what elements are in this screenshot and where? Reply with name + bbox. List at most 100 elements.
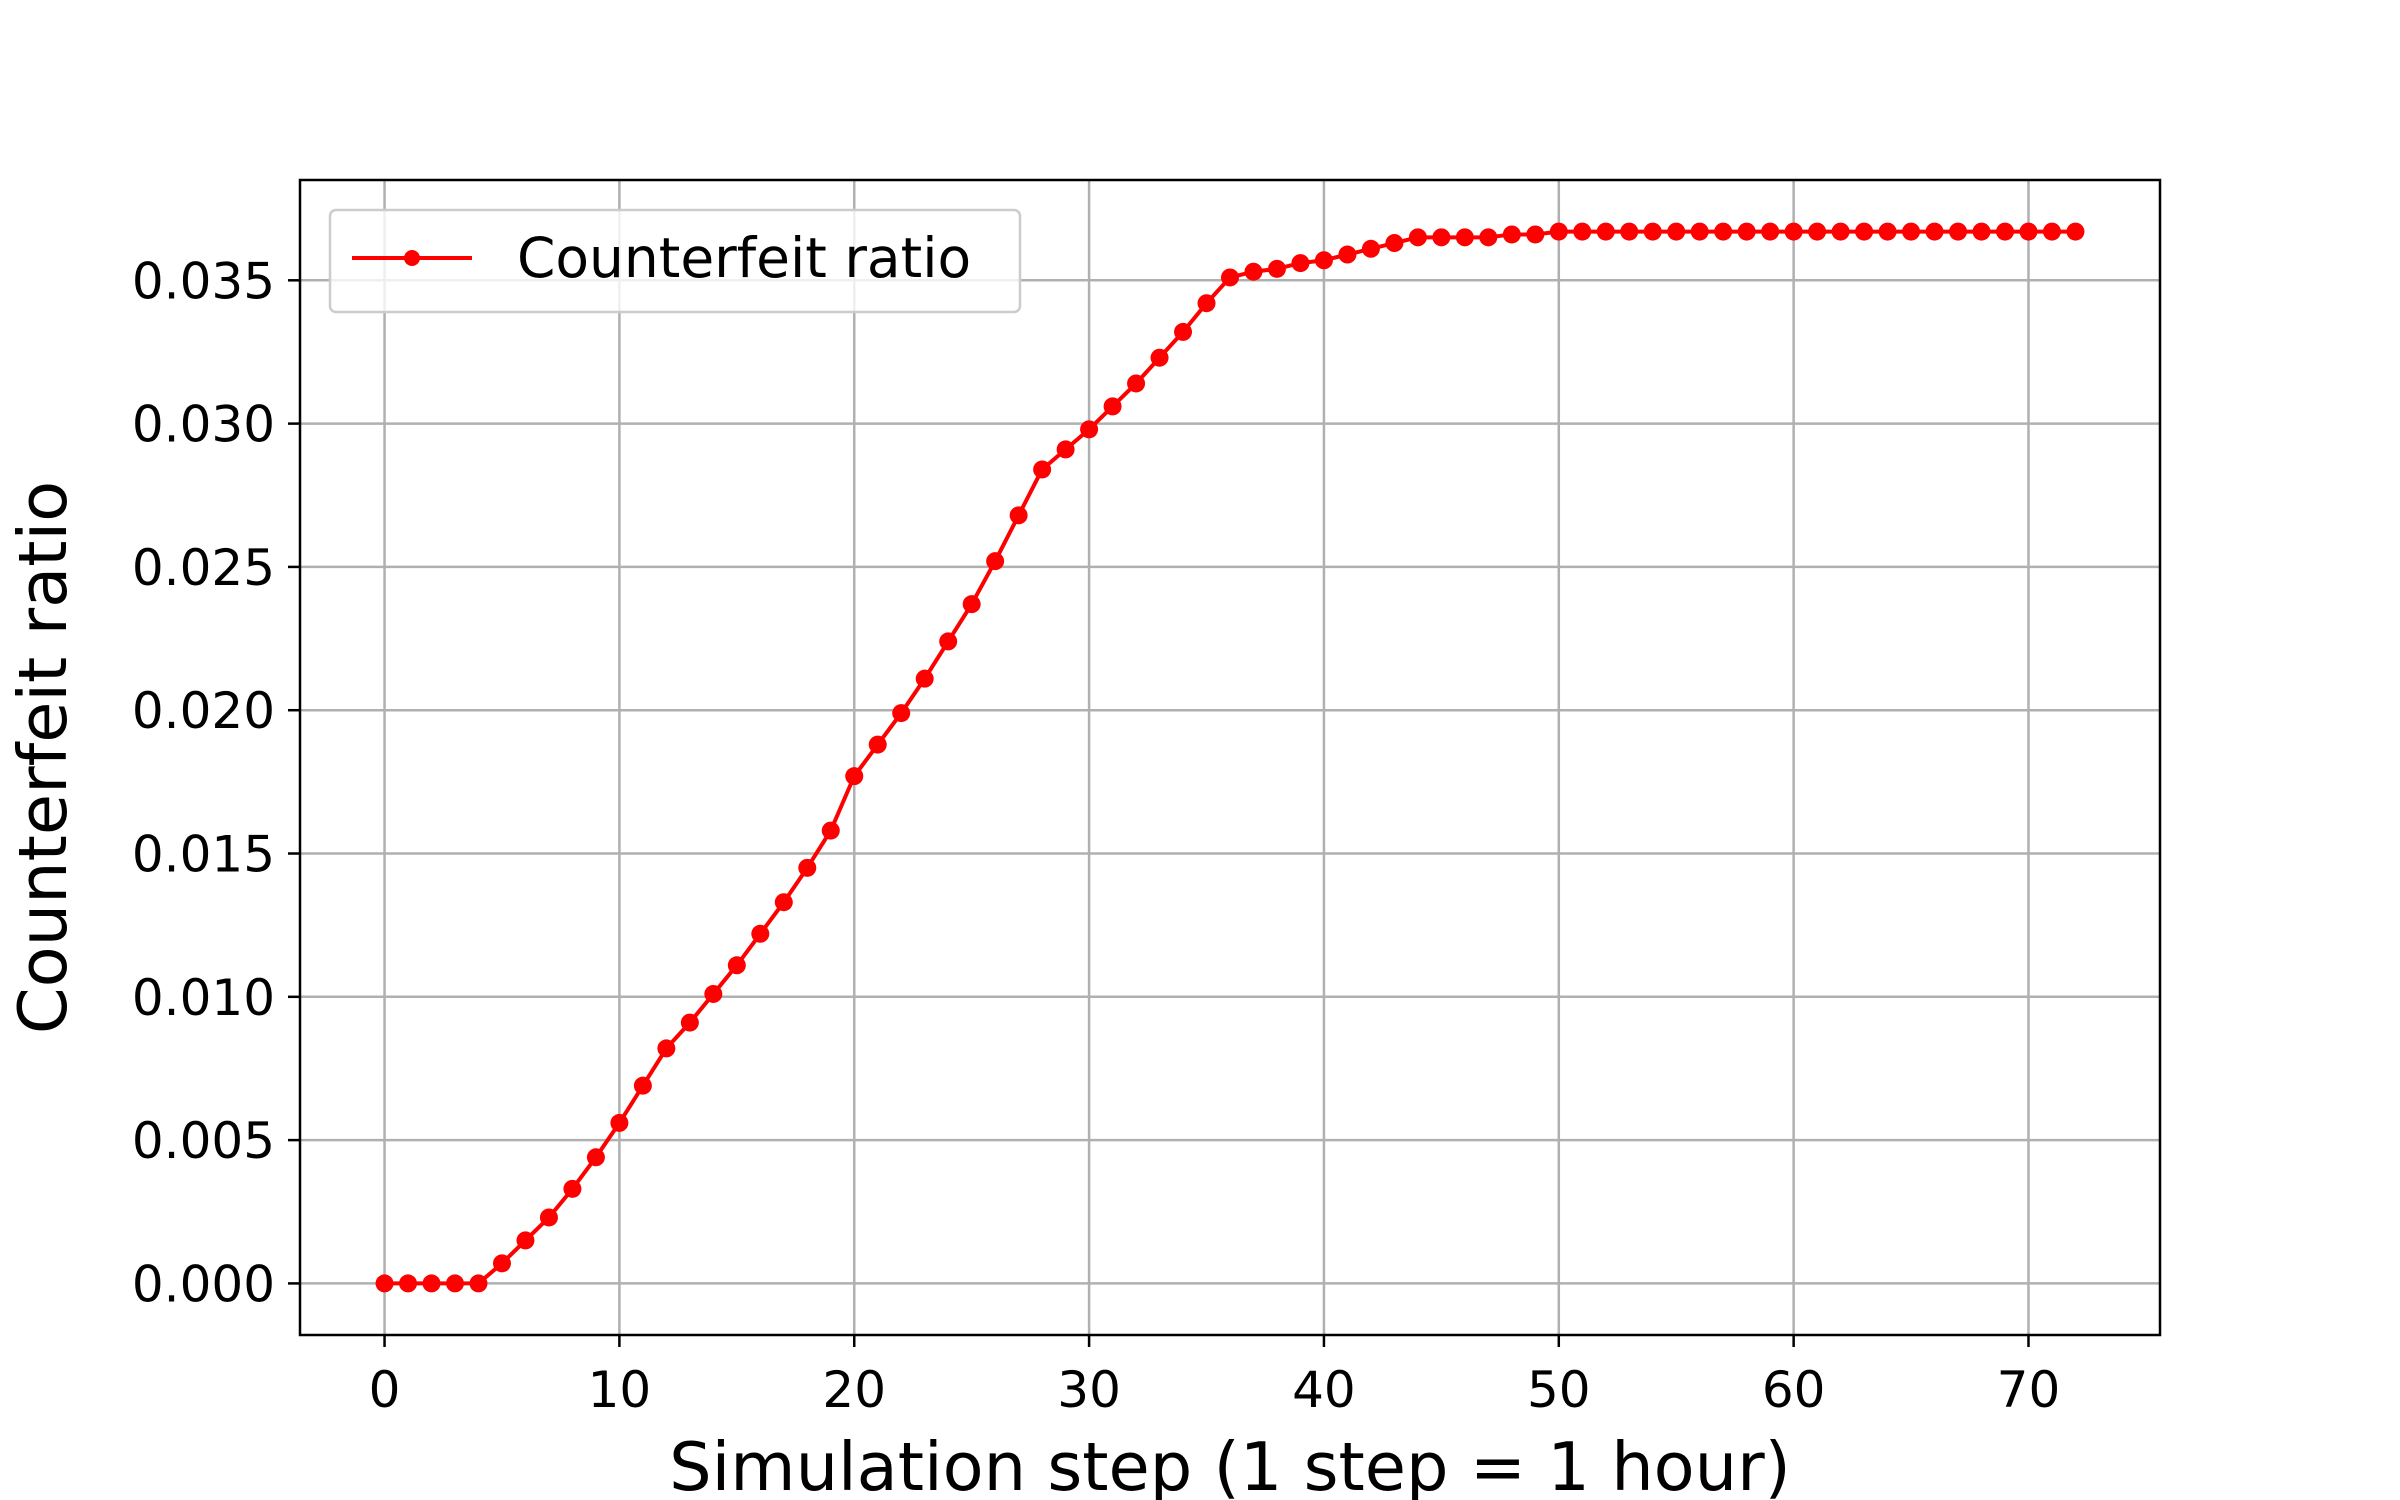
data-point bbox=[1150, 348, 1169, 367]
data-point bbox=[1526, 225, 1545, 244]
legend-label: Counterfeit ratio bbox=[517, 226, 971, 290]
plot-area-frame bbox=[298, 178, 2162, 1337]
data-point bbox=[962, 595, 981, 614]
data-point bbox=[1949, 222, 1968, 241]
series-layer bbox=[375, 222, 2085, 1293]
data-point bbox=[1221, 268, 1239, 287]
data-point bbox=[1314, 251, 1333, 270]
data-point bbox=[1479, 228, 1498, 247]
data-point bbox=[1902, 222, 1921, 241]
data-point bbox=[1009, 506, 1028, 525]
y-tick-label: 0.035 bbox=[132, 252, 275, 310]
data-point bbox=[1408, 228, 1427, 247]
data-point bbox=[492, 1254, 511, 1273]
data-point bbox=[446, 1274, 464, 1293]
data-point bbox=[915, 669, 934, 688]
data-point bbox=[563, 1179, 582, 1198]
y-tick-label: 0.020 bbox=[132, 682, 275, 740]
data-point bbox=[2066, 222, 2085, 241]
x-tick-label: 20 bbox=[822, 1361, 886, 1419]
y-tick-label: 0.010 bbox=[132, 969, 275, 1027]
data-point bbox=[1056, 440, 1075, 459]
data-point bbox=[633, 1076, 652, 1095]
data-point bbox=[1103, 397, 1122, 416]
data-point bbox=[1127, 374, 1146, 393]
x-tick-label: 70 bbox=[1997, 1361, 2061, 1419]
data-point bbox=[1784, 222, 1803, 241]
data-point bbox=[1761, 222, 1780, 241]
data-point bbox=[821, 821, 840, 840]
data-point bbox=[986, 552, 1005, 571]
data-point bbox=[845, 767, 864, 786]
data-point bbox=[1573, 222, 1592, 241]
data-point bbox=[469, 1274, 488, 1293]
data-point bbox=[1831, 222, 1850, 241]
data-point bbox=[680, 1013, 699, 1032]
data-point bbox=[1714, 222, 1733, 241]
legend-box bbox=[328, 208, 1022, 314]
data-point bbox=[1080, 420, 1099, 439]
data-point bbox=[399, 1274, 418, 1293]
data-point bbox=[2019, 222, 2038, 241]
legend: Counterfeit ratio bbox=[328, 208, 1022, 314]
data-point bbox=[1549, 222, 1568, 241]
x-tick-label: 0 bbox=[369, 1361, 401, 1419]
data-point bbox=[1174, 322, 1193, 341]
x-tick-label: 10 bbox=[588, 1361, 652, 1419]
data-point bbox=[1361, 239, 1380, 258]
data-point bbox=[610, 1113, 629, 1132]
data-point bbox=[892, 704, 911, 723]
x-tick-label: 50 bbox=[1527, 1361, 1591, 1419]
data-point bbox=[2042, 222, 2061, 241]
data-point bbox=[1972, 222, 1991, 241]
data-point bbox=[657, 1039, 676, 1058]
x-axis-title: Simulation step (1 step = 1 hour) bbox=[669, 1428, 1791, 1500]
data-point bbox=[1455, 228, 1474, 247]
data-point bbox=[1596, 222, 1615, 241]
data-point bbox=[1267, 259, 1286, 278]
y-tick-label: 0.030 bbox=[132, 396, 275, 454]
data-point bbox=[868, 735, 887, 754]
data-point bbox=[1291, 254, 1310, 273]
data-point bbox=[516, 1231, 535, 1250]
y-axis-title: Counterfeit ratio bbox=[4, 481, 82, 1034]
x-tick-label: 40 bbox=[1292, 1361, 1356, 1419]
x-tick-label: 30 bbox=[1057, 1361, 1121, 1419]
data-point bbox=[1244, 262, 1263, 281]
y-tick-label: 0.015 bbox=[132, 826, 275, 884]
data-point bbox=[939, 632, 958, 651]
data-point bbox=[1996, 222, 2014, 241]
data-point bbox=[798, 858, 817, 877]
data-point bbox=[1737, 222, 1756, 241]
data-point bbox=[1197, 294, 1216, 313]
data-point bbox=[1502, 225, 1521, 244]
data-point bbox=[375, 1274, 394, 1293]
data-point bbox=[1690, 222, 1709, 241]
x-axis: 0 10 20 30 40 50 60 70 bbox=[369, 1335, 2061, 1419]
y-tick-label: 0.005 bbox=[132, 1112, 275, 1170]
data-point bbox=[1808, 222, 1827, 241]
y-axis: 0.000 0.005 0.010 0.015 0.020 0.025 0.030 0.035 bbox=[132, 252, 300, 1313]
data-point bbox=[727, 956, 746, 975]
data-point bbox=[1667, 222, 1686, 241]
x-tick-label: 60 bbox=[1762, 1361, 1826, 1419]
data-point bbox=[774, 893, 793, 912]
data-point bbox=[539, 1208, 558, 1227]
data-point bbox=[751, 924, 770, 943]
data-point bbox=[1385, 234, 1404, 253]
y-tick-label: 0.025 bbox=[132, 539, 275, 597]
data-point bbox=[1432, 228, 1451, 247]
data-point bbox=[586, 1148, 605, 1167]
data-point bbox=[1033, 460, 1052, 479]
data-point bbox=[1925, 222, 1944, 241]
data-point bbox=[1620, 222, 1639, 241]
grid bbox=[300, 180, 2160, 1335]
data-point bbox=[1855, 222, 1874, 241]
data-point bbox=[1878, 222, 1897, 241]
data-point bbox=[1338, 245, 1357, 264]
data-point bbox=[1643, 222, 1662, 241]
data-point bbox=[704, 984, 723, 1003]
data-point bbox=[422, 1274, 441, 1293]
y-tick-label: 0.000 bbox=[132, 1255, 275, 1313]
